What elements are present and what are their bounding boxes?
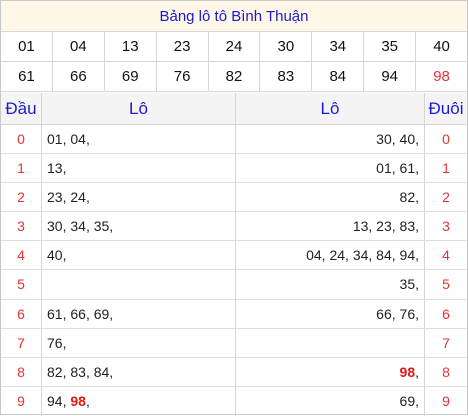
duoi-cell: 4: [442, 247, 450, 264]
duoi-cell: 3: [442, 218, 450, 235]
table-row: 9 94, 98, 69, 9: [1, 386, 467, 416]
number-cell: 01: [1, 32, 53, 61]
highlighted-number: 98: [70, 392, 86, 409]
dau-cell: 7: [1, 328, 42, 357]
dau-cell: 4: [1, 241, 42, 270]
lo-left-cell: 82, 83, 84,: [42, 357, 236, 386]
number-cell: 84: [312, 62, 365, 91]
loto-rows: 0 01, 04, 30, 40, 0 1 13, 01, 61, 1 2 23, 24, 82, 2…: [1, 125, 467, 416]
number-cell: 13: [105, 32, 157, 61]
table-row: 5 35, 5: [1, 270, 467, 300]
lo-right-cell: [236, 328, 425, 357]
lo-right-cell: 01, 61,: [236, 154, 425, 183]
table-row: 3 30, 34, 35, 13, 23, 83, 3: [1, 212, 467, 242]
lo-right-cell: 30, 40,: [236, 125, 425, 154]
duoi-cell: 2: [442, 189, 450, 206]
duoi-cell: 5: [442, 276, 450, 293]
number-cell: 82: [209, 62, 261, 91]
lo-left-cell: 94, 98,: [42, 386, 236, 416]
table-row: 4 40, 04, 24, 34, 84, 94, 4: [1, 241, 467, 271]
lo-right-cell: 69,: [236, 386, 425, 416]
number-cell: 30: [260, 32, 313, 61]
dau-cell: 1: [1, 154, 42, 183]
lo-left-cell: 23, 24,: [42, 183, 236, 212]
numbers-row-2: 61 66 69 76 82 83 84 94 98: [1, 62, 467, 92]
table-row: 6 61, 66, 69, 66, 76, 6: [1, 299, 467, 329]
table-row: 8 82, 83, 84, 98, 8: [1, 357, 467, 387]
table-row: 2 23, 24, 82, 2: [1, 183, 467, 213]
dau-cell: 0: [1, 125, 42, 154]
lo-left-cell: 13,: [42, 154, 236, 183]
numbers-row-1: 01 04 13 23 24 30 34 35 40: [1, 32, 467, 62]
lo-left-cell: [42, 270, 236, 299]
number-cell: 23: [157, 32, 209, 61]
number-cell: 40: [433, 38, 450, 55]
table-row: 1 13, 01, 61, 1: [1, 154, 467, 184]
header-lo-right: Lô: [236, 93, 425, 124]
header-lo-left: Lô: [42, 93, 236, 124]
number-cell: 04: [53, 32, 105, 61]
duoi-cell: 1: [442, 160, 450, 177]
duoi-cell: 0: [442, 131, 450, 147]
lo-right-cell: 66, 76,: [236, 299, 425, 328]
number-cell: 66: [53, 62, 105, 91]
duoi-cell: 7: [442, 334, 450, 351]
lo-right-cell: 82,: [236, 183, 425, 212]
lo-left-cell: 61, 66, 69,: [42, 299, 236, 328]
duoi-cell: 8: [442, 363, 450, 380]
dau-cell: 3: [1, 212, 42, 241]
lo-right-cell: 13, 23, 83,: [236, 212, 425, 241]
number-cell: 76: [157, 62, 209, 91]
number-cell: 61: [1, 62, 53, 91]
number-cell: 98: [433, 68, 450, 85]
lo-left-cell: 30, 34, 35,: [42, 212, 236, 241]
dau-cell: 8: [1, 357, 42, 386]
header-dau: Đầu: [1, 93, 42, 124]
number-cell: 35: [364, 32, 417, 61]
duoi-cell: 6: [442, 305, 450, 322]
number-cell: 24: [209, 32, 261, 61]
number-cell: 94: [364, 62, 417, 91]
duoi-cell: 9: [442, 392, 450, 409]
lo-right-cell: 98,: [236, 357, 425, 386]
dau-cell: 5: [1, 270, 42, 299]
column-header: Đầu Lô Lô Đuôi: [1, 93, 467, 125]
table-row: 0 01, 04, 30, 40, 0: [1, 125, 467, 155]
dau-cell: 2: [1, 183, 42, 212]
lo-left-cell: 01, 04,: [42, 125, 236, 154]
dau-cell: 9: [1, 386, 42, 416]
lo-right-cell: 04, 24, 34, 84, 94,: [236, 241, 425, 270]
table-row: 7 76, 7: [1, 328, 467, 358]
lo-left-cell: 76,: [42, 328, 236, 357]
lo-left-cell: 40,: [42, 241, 236, 270]
highlighted-number: 98: [399, 363, 416, 380]
number-cell: 34: [312, 32, 365, 61]
number-cell: 69: [105, 62, 157, 91]
dau-cell: 6: [1, 299, 42, 328]
header-duoi: Đuôi: [428, 99, 464, 118]
table-title: Bảng lô tô Bình Thuận: [1, 1, 467, 32]
lo-right-cell: 35,: [236, 270, 425, 299]
number-cell: 83: [260, 62, 313, 91]
